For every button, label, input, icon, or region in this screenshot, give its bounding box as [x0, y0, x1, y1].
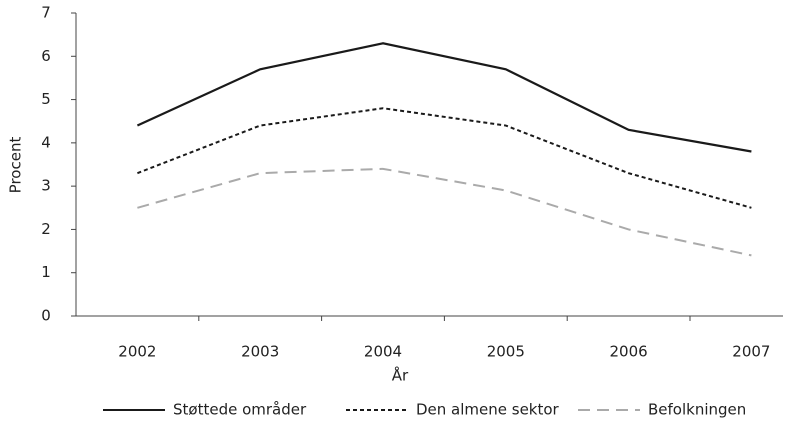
y-tick-label: 5 — [41, 90, 51, 108]
y-tick-label: 6 — [41, 47, 51, 65]
legend-label: Den almene sektor — [416, 401, 560, 419]
series-line — [137, 167, 752, 257]
legend-label: Støttede områder — [173, 401, 307, 419]
y-axis-label: Procent — [7, 137, 25, 194]
series-line — [137, 107, 752, 209]
x-tick-label: 2002 — [118, 343, 156, 361]
y-tick-label: 0 — [41, 307, 51, 325]
y-tick-label: 1 — [41, 263, 51, 281]
y-tick-label: 3 — [41, 177, 51, 195]
x-tick-label: 2003 — [241, 343, 279, 361]
y-tick-label: 2 — [41, 220, 51, 238]
x-tick-label: 2005 — [487, 343, 525, 361]
y-tick-label: 7 — [41, 4, 51, 22]
series-line — [136, 42, 752, 153]
legend-label: Befolkningen — [648, 401, 746, 419]
y-tick-label: 4 — [41, 133, 51, 151]
x-axis-label: År — [392, 366, 409, 385]
x-tick-label: 2006 — [610, 343, 648, 361]
x-tick-label: 2007 — [732, 343, 770, 361]
x-tick-label: 2004 — [364, 343, 402, 361]
